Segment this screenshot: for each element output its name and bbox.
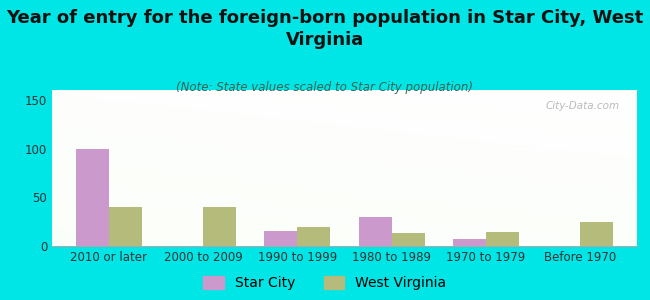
Bar [453,239,486,246]
Bar [75,148,109,246]
Text: (Note: State values scaled to Star City population): (Note: State values scaled to Star City … [177,81,473,94]
Bar [359,217,392,246]
Bar [109,207,142,246]
Bar [203,207,236,246]
Bar [265,231,297,246]
Bar [297,226,330,246]
Bar [486,232,519,246]
Bar [392,233,424,246]
Text: City-Data.com: City-Data.com [545,101,619,111]
Bar [580,222,614,246]
Legend: Star City, West Virginia: Star City, West Virginia [203,276,447,290]
Text: Year of entry for the foreign-born population in Star City, West
Virginia: Year of entry for the foreign-born popul… [6,9,644,49]
